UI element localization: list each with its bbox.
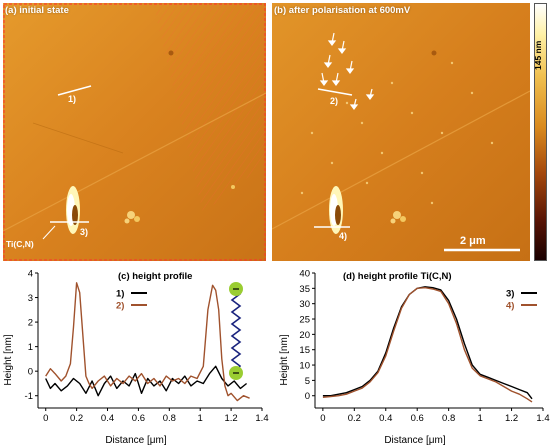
afm-image-polarised: (b) after polarisation at 600mV 2) 4) 2 …: [272, 3, 530, 261]
x-tick-label: 0.2: [70, 413, 83, 424]
y-tick-label: 0: [28, 367, 33, 378]
profile-line-2: [317, 88, 353, 96]
y-tick-label: 5: [305, 376, 310, 387]
white-down-arrow-icon: [319, 32, 375, 110]
x-tick-label: 0.4: [101, 413, 114, 424]
chart-c-title: (c) height profile: [118, 271, 192, 282]
x-tick-label: 1.2: [224, 413, 237, 424]
panel-a-label: (a) initial state: [5, 5, 69, 16]
afm-surface-b: [272, 3, 530, 261]
x-tick-label: 0.6: [132, 413, 145, 424]
series-line-1: [322, 286, 533, 400]
height-colorbar: [534, 3, 547, 261]
chart-d-title: (d) height profile Ti(C,N): [343, 271, 452, 282]
molecule-icon: [229, 282, 243, 380]
y-tick-label: 20: [299, 330, 310, 341]
x-tick-label: 0: [320, 413, 325, 424]
series-line-1: [45, 365, 248, 397]
legend-label: 2): [116, 301, 124, 312]
y-tick-label: 30: [299, 299, 310, 310]
particle-cluster-b: [390, 211, 406, 224]
legend-label: 1): [116, 289, 124, 300]
series-line-2: [322, 287, 533, 403]
x-tick-label: 1: [198, 413, 203, 424]
x-tick-label: 0.6: [411, 413, 424, 424]
x-tick-label: 1: [477, 413, 482, 424]
profile-label-2: 2): [330, 96, 339, 106]
afm-image-initial: (a) initial state 1) 3) Ti(C,N): [3, 3, 266, 261]
y-tick-label: 0: [305, 391, 310, 402]
colorbar-label: 145 nm: [533, 40, 543, 70]
y-tick-label: 35: [299, 284, 310, 295]
ti-height-profile-chart: (d) height profile Ti(C,N) 0 0.2 0.4 0.6 0.8…: [279, 269, 550, 447]
y-tick-label: 10: [299, 361, 310, 372]
panel-b-label: (b) after polarisation at 600mV: [274, 5, 411, 16]
chart-c-ylabel: Height [nm]: [3, 334, 14, 385]
x-tick-label: 1.2: [505, 413, 518, 424]
x-tick-label: 0.8: [442, 413, 455, 424]
ti-inclusion-b: [329, 186, 343, 234]
chart-d-ylabel: Height [nm]: [279, 334, 290, 385]
y-tick-label: 25: [299, 315, 310, 326]
corrosion-pits: [300, 61, 494, 205]
ti-inclusion-a: [66, 186, 80, 234]
x-tick-label: 0.4: [379, 413, 392, 424]
profile-line-1: [57, 85, 92, 96]
series-line-2: [45, 282, 250, 402]
afm-surface-a: [3, 3, 266, 261]
profile-label-3: 3): [80, 227, 89, 237]
y-tick-label: 40: [299, 269, 310, 280]
chart-d-xlabel: Distance [μm]: [384, 435, 446, 446]
legend-label: 4): [506, 301, 514, 312]
y-tick-label: -1: [25, 391, 33, 402]
inclusion-label: Ti(C,N): [6, 239, 34, 249]
x-tick-label: 1.4: [536, 413, 549, 424]
particle-cluster-a: [124, 211, 140, 224]
legend-label: 3): [506, 289, 514, 300]
profile-label-4: 4): [339, 231, 348, 241]
y-tick-label: 3: [28, 293, 33, 304]
x-tick-label: 0.8: [163, 413, 176, 424]
scale-bar-label: 2 μm: [460, 235, 486, 247]
height-profile-chart: (c) height profile 0 0.2 0.4 0.6 0.8 1 1.2 1.4 -…: [3, 269, 269, 447]
y-tick-label: 2: [28, 318, 33, 329]
x-tick-label: 1.4: [255, 413, 268, 424]
y-tick-label: 4: [28, 269, 33, 280]
profile-label-1: 1): [68, 94, 77, 104]
chart-c-xlabel: Distance [μm]: [105, 435, 167, 446]
inclusion-pointer: [42, 225, 56, 240]
x-tick-label: 0.2: [348, 413, 361, 424]
y-tick-label: 15: [299, 345, 310, 356]
y-tick-label: 1: [28, 342, 33, 353]
x-tick-label: 0: [43, 413, 48, 424]
